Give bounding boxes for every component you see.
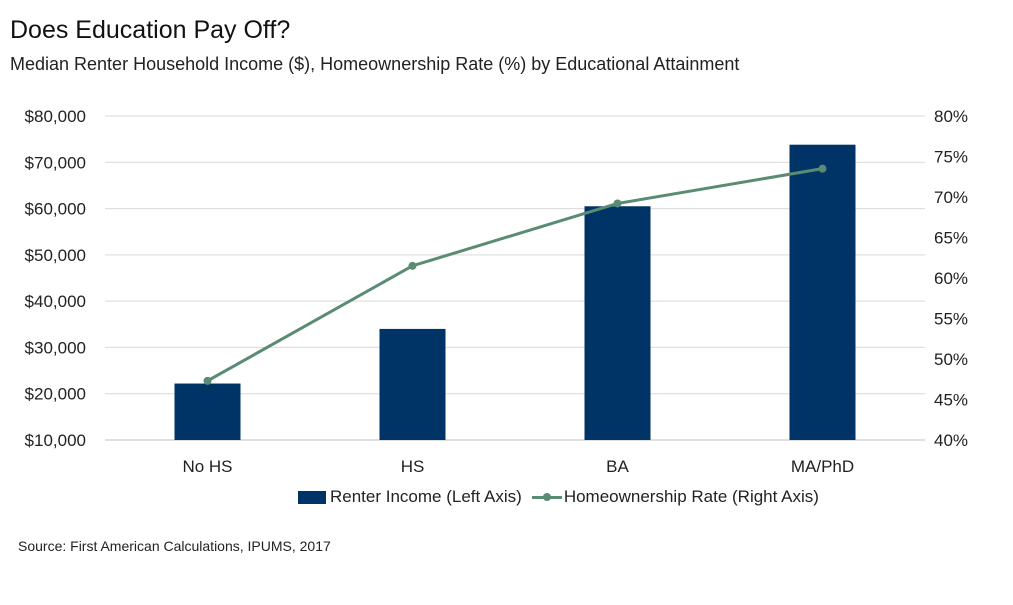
right-tick-label: 40%: [934, 431, 968, 450]
bar: [789, 144, 856, 440]
right-tick-label: 80%: [934, 107, 968, 126]
left-tick-label: $50,000: [25, 246, 86, 265]
legend-item-line: Homeownership Rate (Right Axis): [522, 487, 819, 507]
x-tick-label: HS: [401, 457, 425, 476]
left-tick-label: $60,000: [25, 200, 86, 219]
left-tick-label: $40,000: [25, 292, 86, 311]
x-tick-label: MA/PhD: [791, 457, 854, 476]
line-point: [203, 376, 212, 385]
source-note: Source: First American Calculations, IPU…: [18, 538, 331, 554]
legend-item-bar: Renter Income (Left Axis): [298, 487, 522, 507]
series-line: [206, 167, 823, 383]
right-tick-label: 60%: [934, 269, 968, 288]
chart-legend: Renter Income (Left Axis) Homeownership …: [298, 487, 819, 507]
left-tick-label: $20,000: [25, 385, 86, 404]
line-point: [613, 199, 622, 208]
bar: [174, 383, 241, 440]
left-tick-label: $10,000: [25, 431, 86, 450]
bar: [379, 328, 446, 440]
left-tick-label: $30,000: [25, 338, 86, 357]
left-tick-label: $70,000: [25, 153, 86, 172]
legend-swatch-line: [531, 492, 562, 501]
line-point: [818, 164, 827, 173]
chart-title: Does Education Pay Off?: [10, 16, 291, 44]
x-tick-label: BA: [606, 457, 629, 476]
line-point: [408, 261, 417, 270]
right-tick-label: 45%: [934, 391, 968, 410]
legend-label-line: Homeownership Rate (Right Axis): [563, 487, 819, 506]
right-tick-label: 50%: [934, 350, 968, 369]
bar: [584, 206, 651, 440]
right-tick-label: 70%: [934, 188, 968, 207]
chart-subtitle: Median Renter Household Income ($), Home…: [10, 54, 740, 74]
right-tick-label: 55%: [934, 310, 968, 329]
legend-swatch-bar: [298, 490, 326, 504]
x-tick-label: No HS: [182, 457, 232, 476]
legend-label-bar: Renter Income (Left Axis): [330, 487, 522, 506]
right-tick-label: 65%: [934, 229, 968, 248]
right-tick-label: 75%: [934, 148, 968, 167]
left-tick-label: $80,000: [25, 107, 86, 126]
